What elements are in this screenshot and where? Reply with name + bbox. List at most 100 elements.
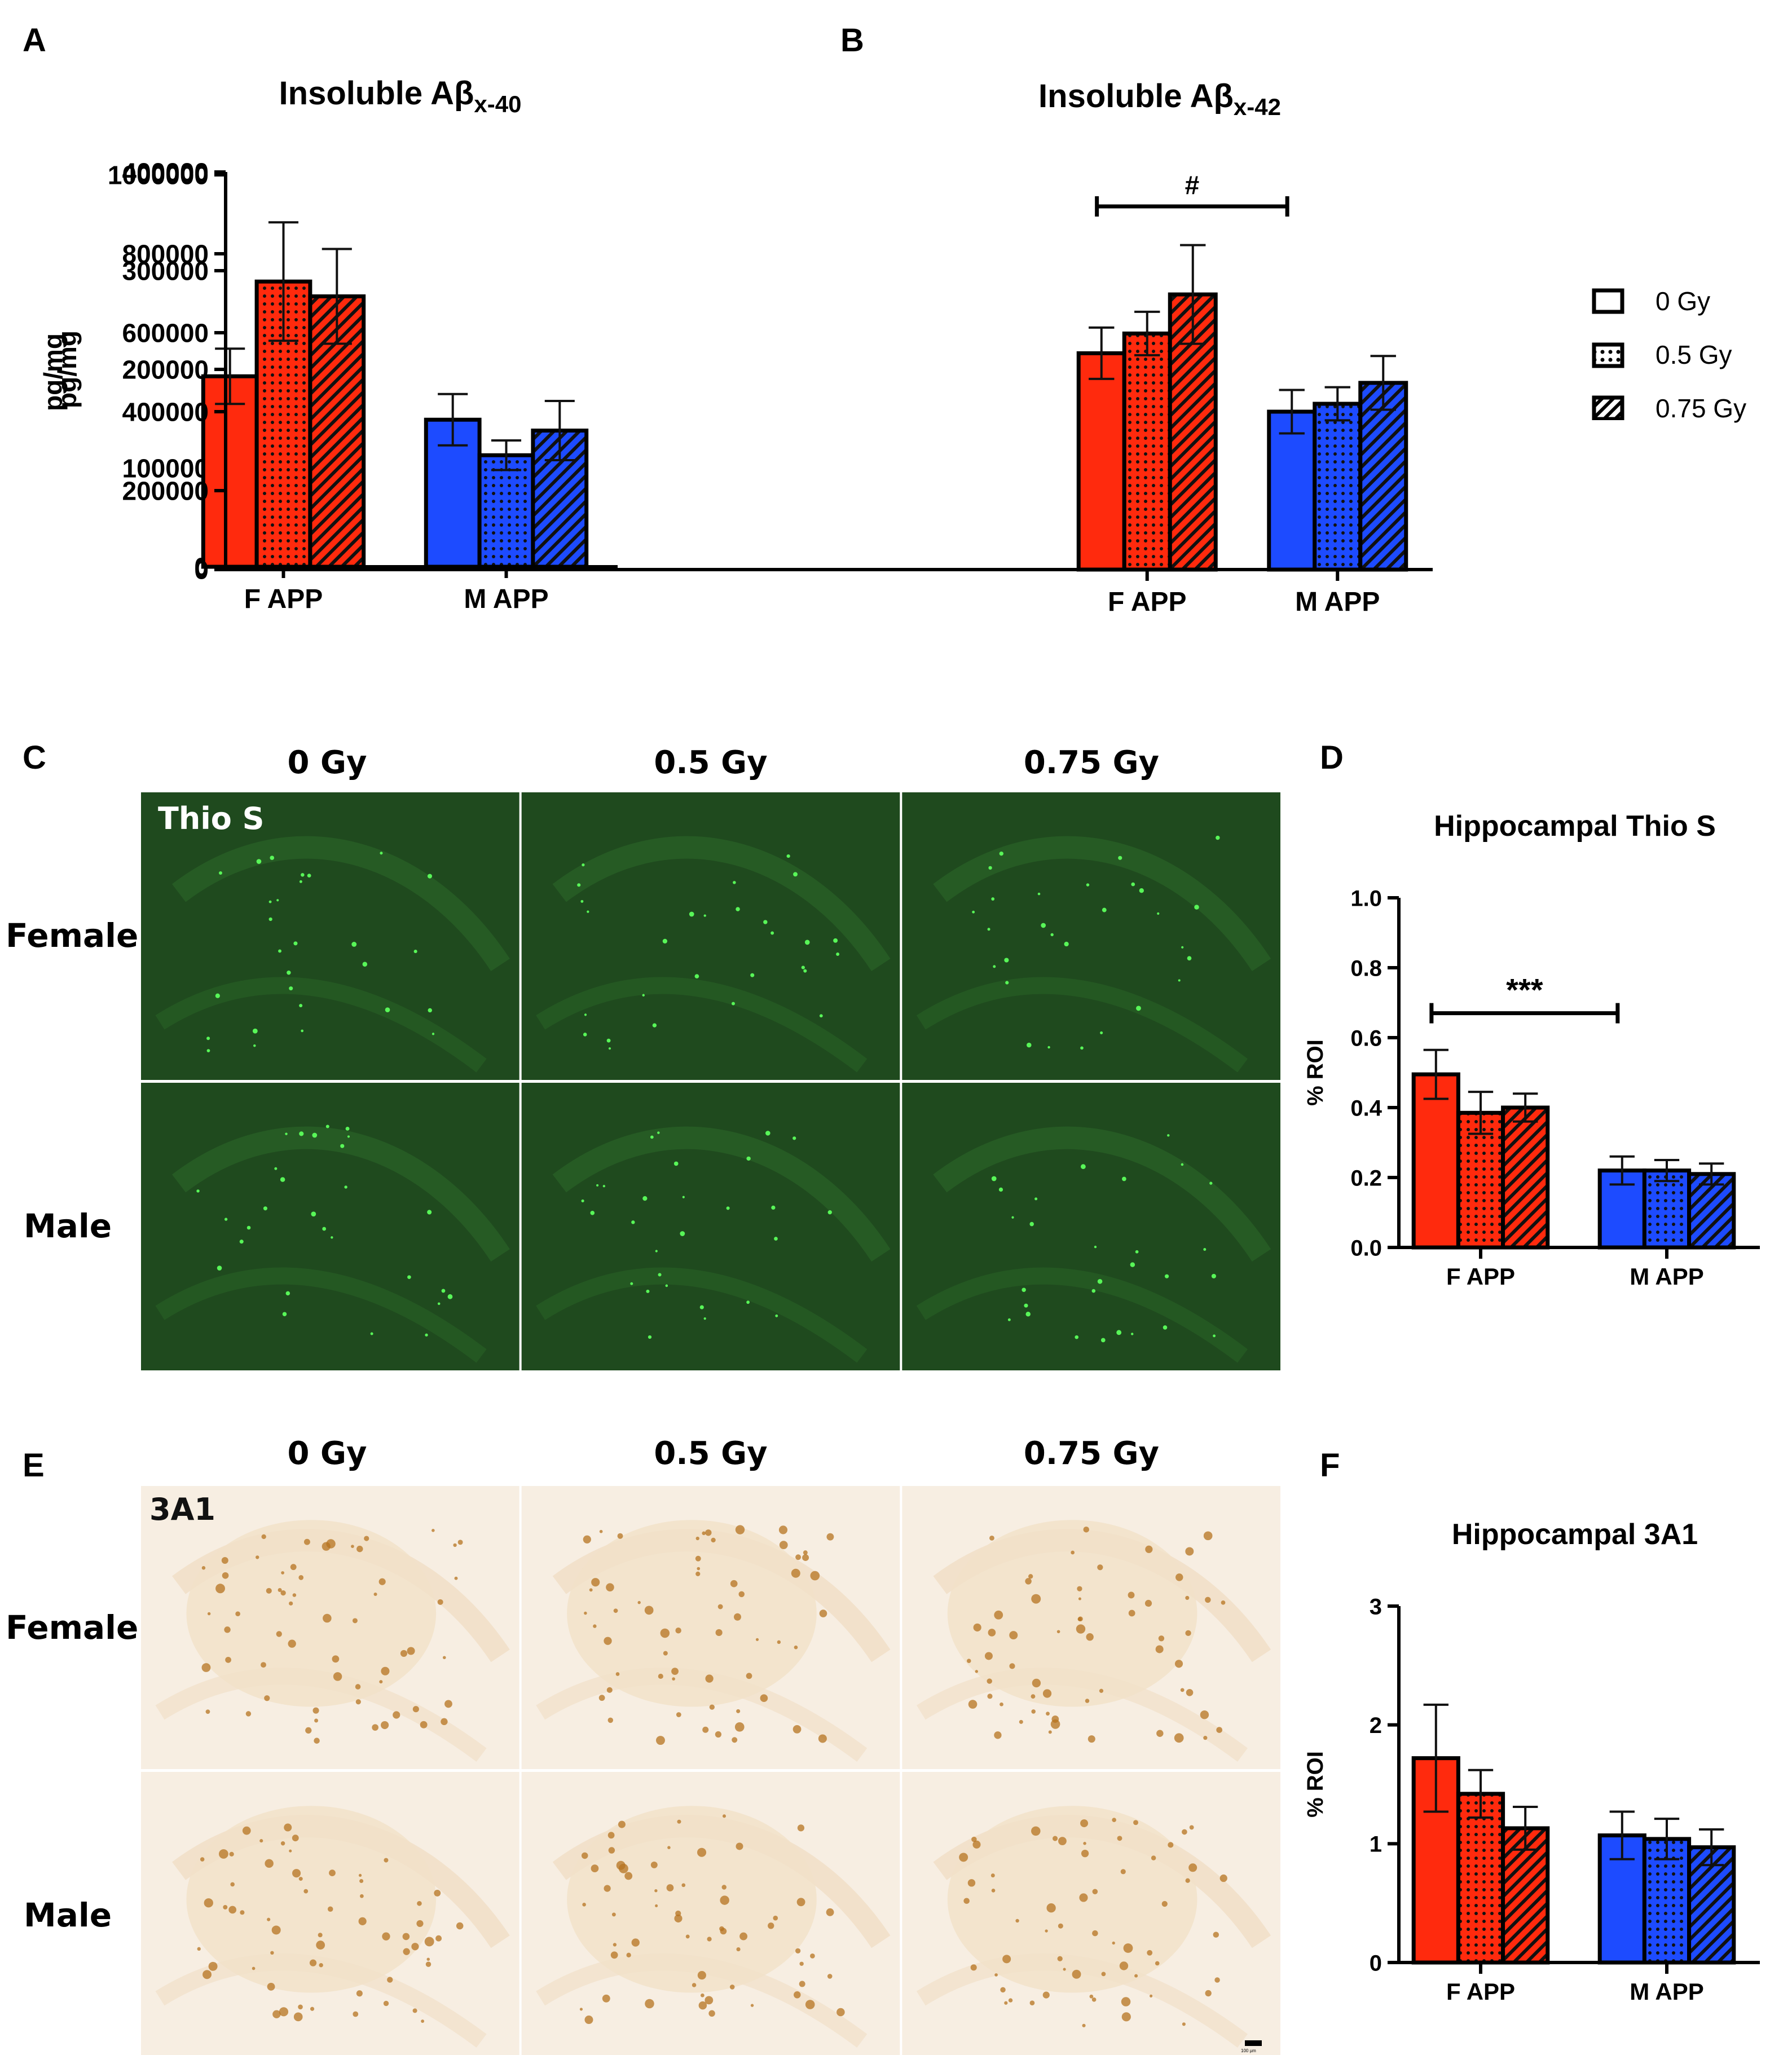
plaque-spot	[666, 1884, 674, 1891]
plaque-spot	[284, 1823, 292, 1832]
panel-label-e: E	[23, 1447, 45, 1484]
hippocampus-region	[947, 1520, 1197, 1707]
plaque-spot	[381, 1721, 389, 1730]
plaque-spot	[792, 1725, 802, 1734]
plaque-spot	[443, 1656, 446, 1660]
plaque-spot	[631, 1938, 640, 1947]
plaque-spot	[270, 1951, 274, 1955]
plaque-spot	[774, 1237, 778, 1241]
legend-swatch-hatch	[1592, 395, 1624, 420]
plaque-spot	[1100, 1031, 1103, 1034]
plaque-spot	[456, 1922, 464, 1930]
plaque-spot	[699, 1305, 704, 1309]
plaque-spot	[736, 907, 740, 911]
plaque-spot	[1120, 1869, 1126, 1875]
plaque-spot	[577, 883, 581, 887]
plaque-spot	[589, 1588, 593, 1592]
plaque-spot	[267, 1982, 275, 1991]
tissue-band	[552, 836, 891, 971]
plaque-spot	[705, 1996, 714, 2005]
y-tick-label: 3	[1370, 1594, 1382, 1619]
plaque-spot	[426, 1957, 430, 1961]
plaque-spot	[1047, 1046, 1050, 1049]
plaque-spot	[695, 1555, 701, 1562]
panel-label-d: D	[1320, 739, 1344, 776]
plaque-spot	[1076, 1624, 1086, 1634]
plaque-spot	[1101, 1972, 1106, 1977]
x-tick-label: F APP	[1108, 587, 1187, 617]
chart-hippocampal-3a1: Hippocampal 3A1 0 1 2 3 % ROI F APP M APP	[1303, 1518, 1760, 2005]
thio-s-micrograph-grid	[141, 792, 1280, 1370]
plaque-spot	[1151, 1855, 1156, 1860]
plaque-spot	[1194, 905, 1199, 910]
plaque-spot	[417, 1900, 422, 1906]
plaque-spot	[604, 1885, 611, 1892]
plaque-spot	[267, 1917, 271, 1921]
plaque-spot	[826, 1908, 834, 1916]
plaque-spot	[584, 1013, 587, 1016]
plaque-spot	[1112, 1818, 1116, 1822]
plaque-spot	[218, 1849, 228, 1859]
plaque-spot	[608, 1047, 611, 1050]
plaque-spot	[240, 1910, 245, 1915]
plaque-spot	[303, 1889, 309, 1894]
plaque-spot	[400, 1650, 408, 1657]
plaque-spot	[1211, 1273, 1216, 1278]
plaque-spot	[591, 1578, 600, 1587]
plaque-spot	[1045, 1929, 1048, 1933]
plaque-spot	[285, 1291, 290, 1296]
plaque-spot	[590, 1211, 595, 1215]
plaque-spot	[584, 2016, 593, 2025]
tissue-band	[536, 977, 868, 1073]
plaque-spot	[1031, 1694, 1036, 1699]
plaque-spot	[1174, 1733, 1184, 1743]
plaque-spot	[694, 974, 699, 979]
plaque-spot	[1099, 1688, 1104, 1693]
plaque-spot	[736, 1709, 741, 1713]
plaque-spot	[293, 2012, 303, 2022]
plaque-spot	[987, 928, 990, 931]
plaque-spot	[1022, 1287, 1026, 1292]
y-tick-label: 800000	[122, 240, 209, 269]
plaque-spot	[721, 1885, 727, 1890]
plaque-spot	[650, 1861, 658, 1868]
plaque-spot	[579, 2008, 583, 2011]
plaque-spot	[768, 1922, 774, 1929]
plaque-spot	[685, 1934, 690, 1939]
y-tick-label: 200000	[122, 477, 209, 506]
plaque-spot	[697, 1567, 701, 1571]
plaque-spot	[607, 1717, 614, 1723]
plaque-spot	[655, 1904, 658, 1907]
plaque-spot	[581, 1852, 588, 1859]
plaque-spot	[1158, 1635, 1165, 1642]
plaque-spot	[1128, 1609, 1135, 1617]
plaque-spot	[698, 2001, 707, 2010]
plaque-spot	[1181, 946, 1184, 949]
plaque-spot	[705, 1529, 712, 1536]
plaque-spot	[1181, 1163, 1184, 1166]
plaque-spot	[584, 1611, 587, 1615]
plaque-spot	[1050, 1719, 1060, 1729]
plaque-spot	[1092, 1930, 1098, 1937]
plaque-spot	[733, 881, 736, 884]
plaque-spot	[1145, 1545, 1153, 1553]
plaque-spot	[777, 1640, 781, 1644]
plaque-spot	[750, 973, 755, 977]
plaque-spot	[347, 1135, 350, 1138]
plaque-spot	[755, 1638, 759, 1641]
plaque-spot	[1119, 1961, 1129, 1970]
plaque-spot	[804, 940, 810, 945]
plaque-spot	[299, 880, 302, 883]
plaque-spot	[1163, 1325, 1168, 1330]
plaque-spot	[289, 1849, 292, 1853]
plaque-spot	[680, 1231, 685, 1236]
plaque-spot	[673, 1161, 679, 1166]
plaque-spot	[1185, 1595, 1190, 1600]
plaque-spot	[1032, 1678, 1041, 1688]
plaque-spot	[1077, 1586, 1082, 1591]
micrograph-tile	[902, 1486, 1280, 1769]
plaque-spot	[810, 1953, 815, 1959]
plaque-spot	[665, 1284, 668, 1287]
plaque-spot	[827, 1210, 832, 1215]
plaque-spot	[644, 1606, 654, 1615]
